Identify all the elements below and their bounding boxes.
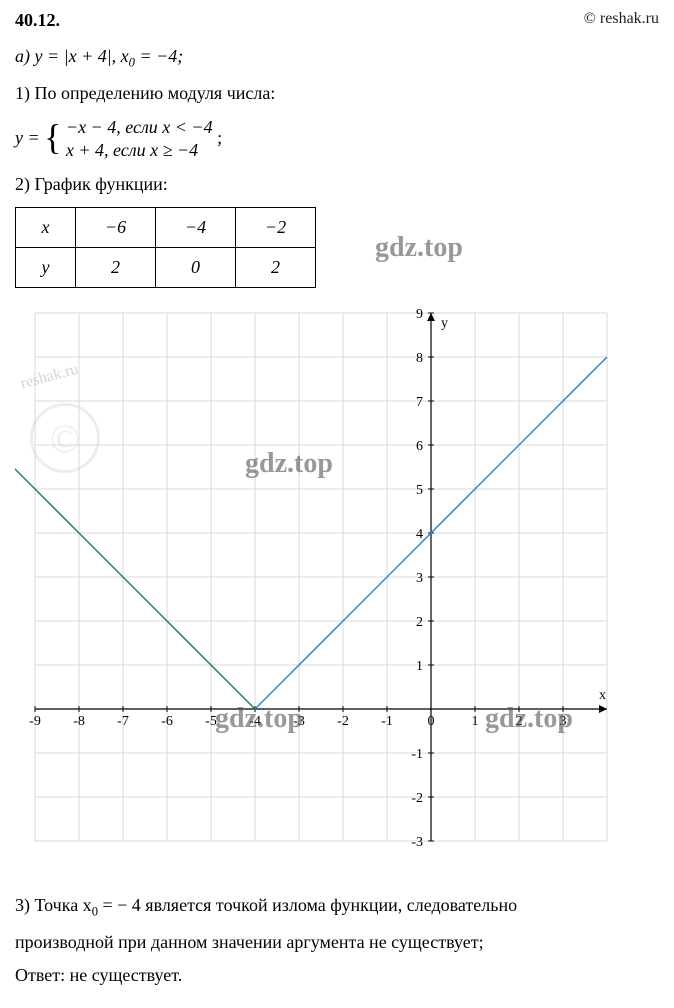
step1-lhs: y = <box>15 127 44 147</box>
svg-text:9: 9 <box>416 308 423 322</box>
svg-text:1: 1 <box>416 659 423 674</box>
source-label: © reshak.ru <box>584 10 659 31</box>
chart-container: -9-8-7-6-5-4-3-2-10123-3-2-1123456789xy … <box>15 308 659 885</box>
watermark-gdz: gdz.top <box>375 232 463 264</box>
svg-text:-3: -3 <box>411 835 423 850</box>
svg-text:0: 0 <box>428 714 435 729</box>
table-cell: y <box>16 248 76 288</box>
svg-text:-5: -5 <box>205 714 217 729</box>
part-a-label: а) <box>15 46 35 66</box>
svg-text:6: 6 <box>416 439 423 454</box>
svg-text:2: 2 <box>516 714 523 729</box>
step3-line1: 3) Точка x0 = − 4 является точкой излома… <box>15 895 659 920</box>
svg-text:x: x <box>599 688 606 703</box>
svg-text:1: 1 <box>472 714 479 729</box>
step1-label: 1) По определению модуля числа: <box>15 83 659 104</box>
step3-a: 3) Точка x <box>15 895 92 915</box>
svg-text:-2: -2 <box>337 714 349 729</box>
function-chart: -9 -8 -7 -6 -5 -4 -3 -2 -1 0 1 2 3 -3 -2 -1 1 2 3 4 5 6 7 8 9 x y <box>15 308 631 880</box>
svg-text:-7: -7 <box>117 714 129 729</box>
header: 40.12. © reshak.ru <box>15 10 659 31</box>
svg-text:3: 3 <box>416 571 423 586</box>
svg-text:-9: -9 <box>29 714 41 729</box>
svg-text:-3: -3 <box>293 714 305 729</box>
svg-text:y: y <box>441 316 448 331</box>
svg-text:-4: -4 <box>249 714 261 729</box>
table-cell: −4 <box>156 208 236 248</box>
svg-text:5: 5 <box>416 483 423 498</box>
table-row: y 2 0 2 <box>16 248 316 288</box>
table-cell: 0 <box>156 248 236 288</box>
svg-text:-1: -1 <box>381 714 393 729</box>
svg-text:7: 7 <box>416 395 423 410</box>
table-cell: −6 <box>76 208 156 248</box>
svg-text:-2: -2 <box>411 791 423 806</box>
step1-cases: y = { −x − 4, если x < −4 x + 4, если x … <box>15 116 659 163</box>
table-cell: 2 <box>76 248 156 288</box>
case1: −x − 4, если x < −4 <box>66 116 213 139</box>
step3-b: = − 4 является точкой излома функции, сл… <box>98 895 517 915</box>
svg-text:-6: -6 <box>161 714 173 729</box>
part-a-equation: а) y = |x + 4|, x0 = −4; <box>15 46 659 71</box>
part-a-eq: y = |x + 4|, x <box>35 46 129 66</box>
brace-icon: { <box>44 119 61 155</box>
case2: x + 4, если x ≥ −4 <box>66 139 213 162</box>
part-a-rest: = −4; <box>135 46 183 66</box>
table-cell: −2 <box>236 208 316 248</box>
table-cell: x <box>16 208 76 248</box>
svg-text:4: 4 <box>416 527 423 542</box>
svg-text:-8: -8 <box>73 714 85 729</box>
step2-label: 2) График функции: <box>15 174 659 195</box>
table-cell: 2 <box>236 248 316 288</box>
problem-number: 40.12. <box>15 10 60 31</box>
svg-text:2: 2 <box>416 615 423 630</box>
svg-text:-1: -1 <box>411 747 423 762</box>
svg-text:3: 3 <box>560 714 567 729</box>
table-row: x −6 −4 −2 <box>16 208 316 248</box>
answer: Ответ: не существует. <box>15 965 659 986</box>
step1-suffix: ; <box>217 127 222 147</box>
svg-text:8: 8 <box>416 351 423 366</box>
data-table: x −6 −4 −2 y 2 0 2 <box>15 207 316 288</box>
